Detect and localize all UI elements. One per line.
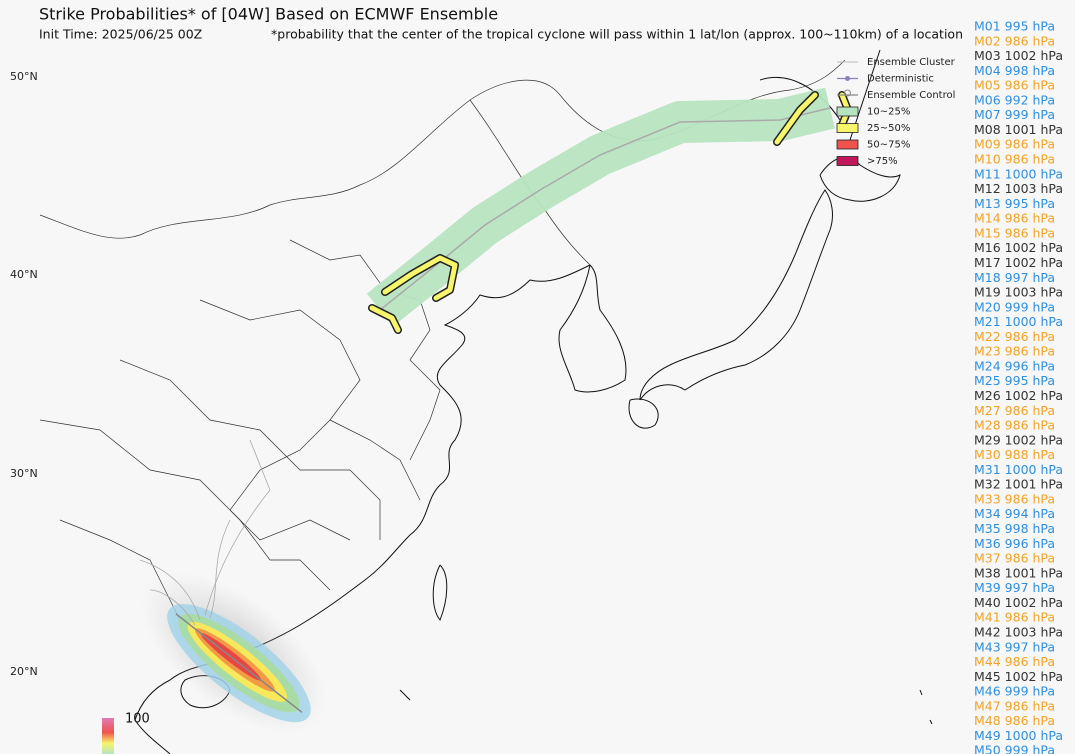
member-label: M35 998 hPa: [974, 521, 1055, 536]
member-label: M29 1002 hPa: [974, 432, 1063, 447]
member-label: M37 986 hPa: [974, 551, 1055, 566]
lat-label: 40°N: [10, 268, 38, 281]
member-label: M06 992 hPa: [974, 92, 1055, 107]
member-label: M47 986 hPa: [974, 698, 1055, 713]
member-label: M46 999 hPa: [974, 684, 1055, 699]
legend: Ensemble Cluster Deterministic Ensemble Co…: [836, 57, 956, 167]
legend-swatch: [836, 156, 859, 166]
ensemble-tracks: [139, 439, 271, 626]
member-label: M09 986 hPa: [974, 137, 1055, 152]
legend-swatch: [836, 106, 859, 117]
legend-label: >75%: [867, 156, 898, 167]
legend-label: 50~75%: [867, 140, 910, 151]
member-label: M40 1002 hPa: [974, 595, 1063, 610]
probability-blob: [141, 572, 328, 734]
member-label: M16 1002 hPa: [974, 240, 1063, 255]
init-time: Init Time: 2025/06/25 00Z: [39, 27, 202, 42]
member-label: M49 1000 hPa: [974, 728, 1063, 743]
member-label: M17 1002 hPa: [974, 255, 1063, 270]
legend-label: Ensemble Control: [867, 90, 955, 101]
member-label: M27 986 hPa: [974, 403, 1055, 418]
member-label: M39 997 hPa: [974, 580, 1055, 595]
member-label: M12 1003 hPa: [974, 181, 1063, 196]
member-label: M08 1001 hPa: [974, 122, 1063, 137]
legend-label: 25~50%: [867, 123, 910, 134]
legend-dot: [845, 76, 850, 81]
lat-label: 50°N: [10, 70, 38, 83]
member-label: M31 1000 hPa: [974, 462, 1063, 477]
member-label: M33 986 hPa: [974, 491, 1055, 506]
member-label: M32 1001 hPa: [974, 477, 1063, 492]
member-label: M04 998 hPa: [974, 63, 1055, 78]
member-label: M14 986 hPa: [974, 211, 1055, 226]
member-label: M05 986 hPa: [974, 78, 1055, 93]
member-label: M10 986 hPa: [974, 152, 1055, 167]
member-label: M11 1000 hPa: [974, 166, 1063, 181]
member-label: M30 988 hPa: [974, 447, 1055, 462]
member-label: M28 986 hPa: [974, 418, 1055, 433]
member-label: M45 1002 hPa: [974, 669, 1063, 684]
member-label: M24 996 hPa: [974, 358, 1055, 373]
track-band: [366, 87, 852, 334]
footnote: *probability that the center of the trop…: [271, 27, 963, 42]
legend-label: 10~25%: [867, 107, 910, 118]
lat-label: 30°N: [10, 467, 38, 480]
colorbar: [102, 718, 114, 754]
member-label: M21 1000 hPa: [974, 314, 1063, 329]
member-label: M07 999 hPa: [974, 107, 1055, 122]
member-label: M26 1002 hPa: [974, 388, 1063, 403]
member-label: M48 986 hPa: [974, 713, 1055, 728]
legend-label: Deterministic: [867, 74, 934, 85]
legend-swatch: [836, 139, 859, 150]
member-label: M44 986 hPa: [974, 654, 1055, 669]
member-label: M18 997 hPa: [974, 270, 1055, 285]
member-label: M42 1003 hPa: [974, 624, 1063, 639]
legend-label: Ensemble Cluster: [867, 57, 956, 68]
lat-labels: 50°N 40°N 30°N 20°N: [10, 70, 38, 678]
member-label: M01 995 hPa: [974, 19, 1055, 34]
member-label: M34 994 hPa: [974, 506, 1055, 521]
member-label: M23 986 hPa: [974, 344, 1055, 359]
member-label: M13 995 hPa: [974, 196, 1055, 211]
lat-label: 20°N: [10, 665, 38, 678]
member-label: M25 995 hPa: [974, 373, 1055, 388]
basemap: [39, 49, 933, 754]
member-label: M15 986 hPa: [974, 225, 1055, 240]
title: Strike Probabilities* of [04W] Based on …: [39, 5, 498, 24]
legend-dot: [844, 89, 851, 97]
member-label: M03 1002 hPa: [974, 48, 1063, 63]
legend-swatch: [836, 123, 859, 133]
member-label: M38 1001 hPa: [974, 565, 1063, 580]
member-label: M20 999 hPa: [974, 299, 1055, 314]
member-label: M36 996 hPa: [974, 536, 1055, 551]
member-label: M19 1003 hPa: [974, 285, 1063, 300]
member-label: M43 997 hPa: [974, 639, 1055, 654]
colorbar-label: 100: [125, 712, 150, 727]
member-label: M22 986 hPa: [974, 329, 1055, 344]
member-label: M50 999 hPa: [974, 743, 1055, 754]
member-label: M02 986 hPa: [974, 33, 1055, 48]
member-label: M41 986 hPa: [974, 610, 1055, 625]
